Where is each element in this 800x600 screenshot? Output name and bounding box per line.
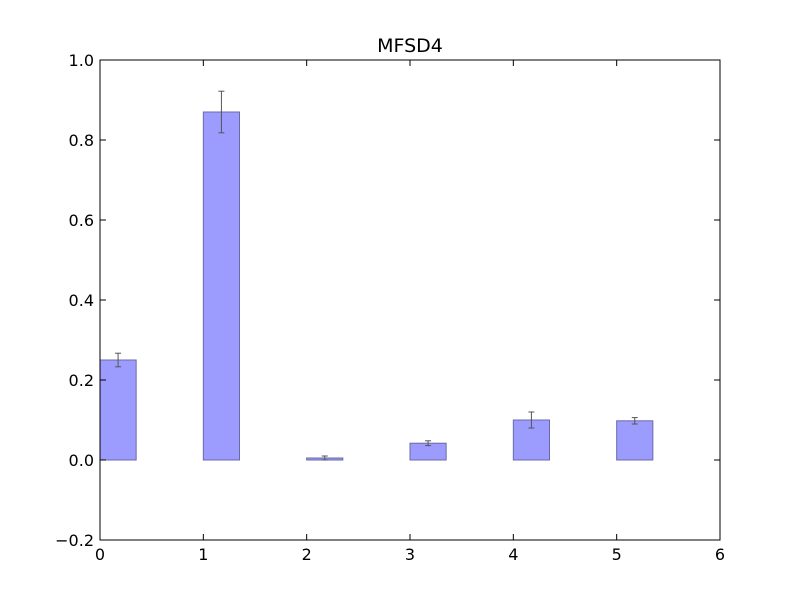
y-tick-labels: −0.2 0.0 0.2 0.4 0.6 0.8 1.0 [55,51,94,550]
x-tick-label: 1 [198,545,208,564]
error-bar-0 [115,352,122,368]
x-tick-label: 0 [95,545,105,564]
error-bar-5 [631,417,638,425]
error-bar-1 [218,90,225,134]
x-tick-label: 2 [302,545,312,564]
y-tick-label: 1.0 [69,51,94,70]
bar-0 [99,359,137,461]
plot-frame [99,59,721,541]
bar-1 [202,111,240,461]
error-bar-4 [528,411,535,429]
y-tick-label: −0.2 [55,531,94,550]
y-tick-label: 0.0 [69,451,94,470]
x-tick-label: 3 [405,545,415,564]
error-bar-3 [425,440,432,447]
x-tick-label: 5 [612,545,622,564]
x-tick-label: 4 [508,545,518,564]
y-tick-label: 0.4 [69,291,94,310]
ticks [99,59,721,541]
y-tick-label: 0.6 [69,211,94,230]
error-bar-2 [321,455,328,461]
y-tick-label: 0.8 [69,131,94,150]
y-tick-label: 0.2 [69,371,94,390]
error-bars [115,90,638,461]
bar-5 [616,420,654,461]
chart-title: MFSD4 [377,35,443,57]
x-tick-label: 6 [715,545,725,564]
bars [99,111,654,461]
x-tick-labels: 0 1 2 3 4 5 6 [95,545,725,564]
